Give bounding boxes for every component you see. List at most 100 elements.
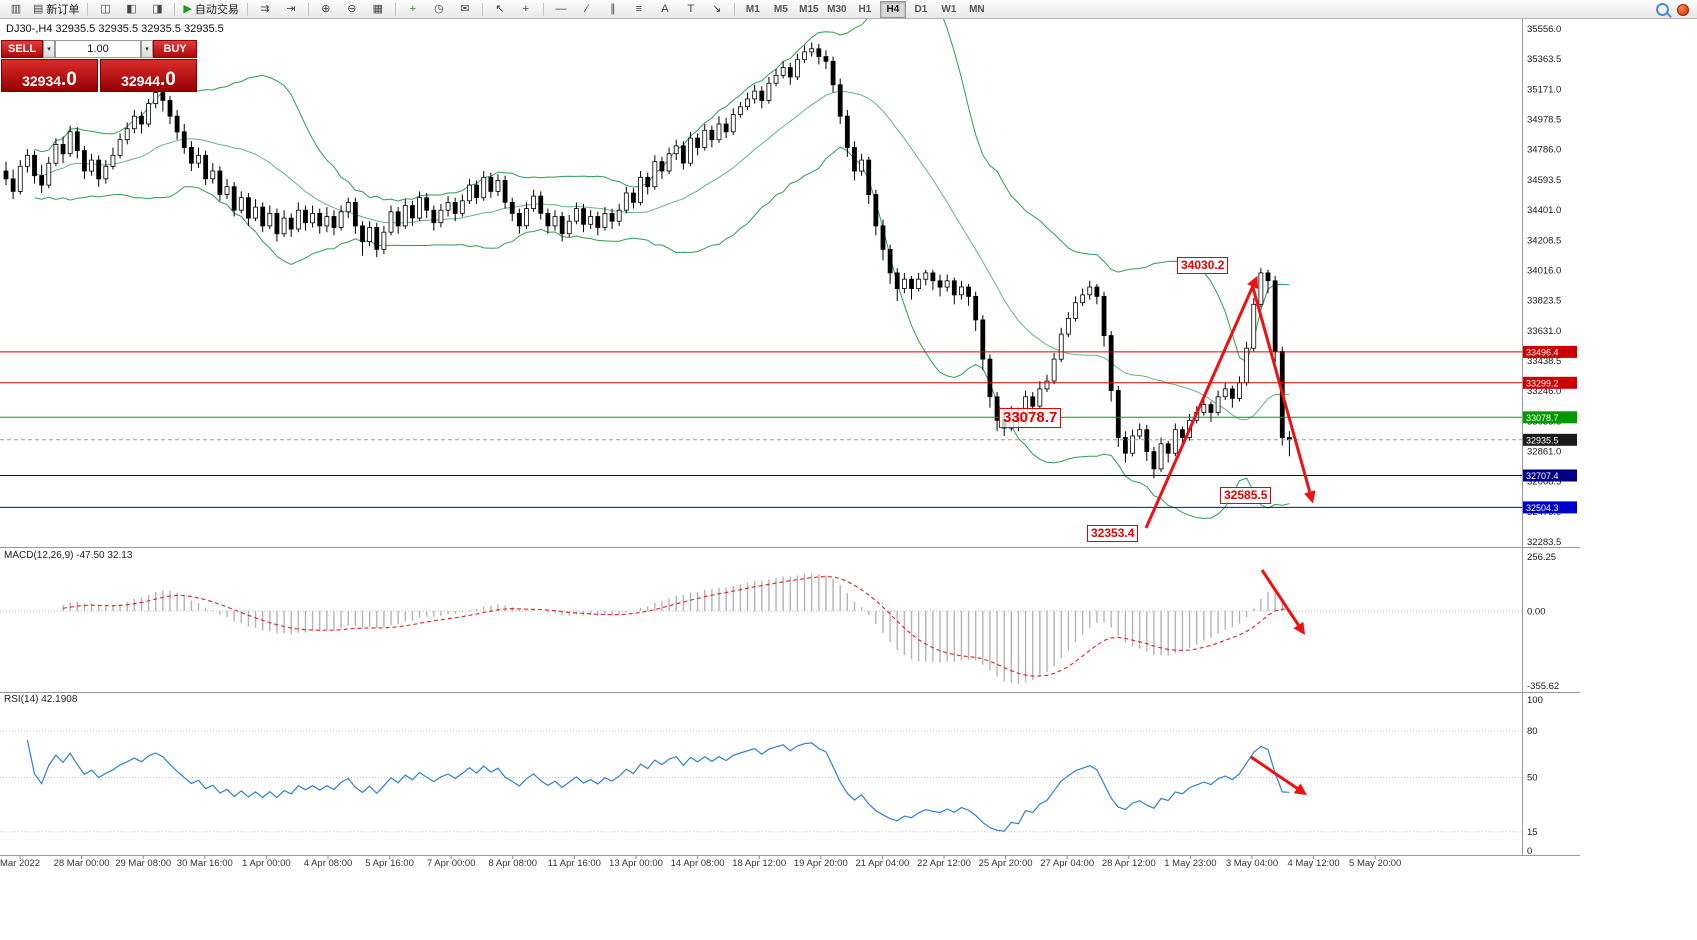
buy-price-button[interactable]: 32944.0 xyxy=(100,59,197,92)
label-icon[interactable]: T xyxy=(678,0,704,19)
svg-text:35556.0: 35556.0 xyxy=(1527,24,1561,35)
sell-dropdown-arrow[interactable]: ▾ xyxy=(43,40,55,58)
sell-button[interactable]: SELL xyxy=(1,40,43,58)
svg-text:Mar 2022: Mar 2022 xyxy=(0,858,40,869)
scheduler-icon[interactable]: ◷ xyxy=(426,0,452,19)
svg-text:33246.0: 33246.0 xyxy=(1527,386,1561,397)
price-annotation[interactable]: 32585.5 xyxy=(1220,487,1272,504)
svg-text:32707.4: 32707.4 xyxy=(1526,471,1559,481)
notification-icon[interactable] xyxy=(1677,3,1689,16)
chart-ohlc-readout: DJ30-,H4 32935.5 32935.5 32935.5 32935.5 xyxy=(6,23,224,35)
candlesticks xyxy=(3,42,1292,479)
svg-text:-355.62: -355.62 xyxy=(1527,681,1559,692)
main-price-pane xyxy=(0,19,1522,519)
timeframe-h4[interactable]: H4 xyxy=(879,0,906,18)
volume-input[interactable] xyxy=(56,42,140,56)
timeframe-mn[interactable]: MN xyxy=(969,3,985,15)
fibonacci-icon[interactable]: ≡ xyxy=(626,0,652,19)
auto-trading-button-label: 自动交易 xyxy=(194,4,239,16)
new-order-button[interactable]: ▤ 新订单 xyxy=(29,0,83,19)
auto-trading-button[interactable]: ▶ 自动交易 xyxy=(179,0,242,19)
crosshair-icon[interactable]: + xyxy=(513,0,539,19)
zoom-in-icon[interactable]: ⊕ xyxy=(313,0,339,19)
horizontal-line-icon[interactable]: ― xyxy=(548,0,574,19)
new-window-icon[interactable]: + xyxy=(400,0,426,19)
tile-windows-icon[interactable]: ▦ xyxy=(365,0,391,19)
timeframe-m1[interactable]: M1 xyxy=(745,3,760,15)
macd-down-arrow[interactable] xyxy=(1260,569,1305,636)
trend-down-arrow[interactable] xyxy=(1250,283,1316,504)
trendline-icon[interactable]: ∕ xyxy=(574,0,600,19)
svg-text:32861.0: 32861.0 xyxy=(1527,447,1561,458)
new-chart-icon[interactable]: ▥ xyxy=(3,0,29,19)
text-icon[interactable]: A xyxy=(652,0,678,19)
timeframe-h1[interactable]: H1 xyxy=(858,3,872,15)
market-watch-icon[interactable]: ◫ xyxy=(92,0,118,19)
svg-text:21 Apr 04:00: 21 Apr 04:00 xyxy=(855,858,909,869)
zoom-out-icon[interactable]: ⊖ xyxy=(339,0,365,19)
svg-text:34016.0: 34016.0 xyxy=(1527,265,1561,276)
bollinger-upper-band xyxy=(34,19,1290,363)
price-tag xyxy=(1523,376,1577,389)
sell-price-frac: .0 xyxy=(61,68,77,90)
rsi-down-arrow[interactable] xyxy=(1250,755,1307,796)
timeframe-d1[interactable]: D1 xyxy=(914,3,928,15)
macd-histogram xyxy=(62,573,1291,684)
toolbar-separator xyxy=(174,2,176,16)
svg-text:1 May 23:00: 1 May 23:00 xyxy=(1164,858,1216,869)
svg-text:8 Apr 08:00: 8 Apr 08:00 xyxy=(488,858,537,869)
mail-icon[interactable]: ✉ xyxy=(452,0,478,19)
svg-text:32283.5: 32283.5 xyxy=(1527,537,1561,548)
svg-text:19 Apr 20:00: 19 Apr 20:00 xyxy=(794,858,848,869)
bollinger-middle-band xyxy=(34,90,1290,421)
svg-text:256.25: 256.25 xyxy=(1527,552,1556,563)
trend-up-arrow[interactable] xyxy=(1144,275,1259,529)
one-click-trade-widget: SELL ▾ ▾ BUY 32934.0 32944.0 xyxy=(1,40,197,92)
svg-text:33078.7: 33078.7 xyxy=(1526,413,1559,423)
price-tag xyxy=(1523,501,1577,514)
fibonacci-icon-glyph: ≡ xyxy=(635,2,643,15)
buy-button[interactable]: BUY xyxy=(153,40,197,58)
label-icon-glyph: T xyxy=(687,2,695,15)
channel-icon[interactable]: ∥ xyxy=(600,0,626,19)
svg-text:27 Apr 04:00: 27 Apr 04:00 xyxy=(1040,858,1094,869)
scheduler-icon-glyph: ◷ xyxy=(434,2,444,15)
cursor-icon[interactable]: ↖ xyxy=(487,0,513,19)
toolbar-separator xyxy=(733,2,735,16)
rsi-line xyxy=(26,739,1290,832)
volume-dropdown-arrow[interactable]: ▾ xyxy=(141,40,153,58)
arrow-tool-icon[interactable]: ↘ xyxy=(704,0,730,19)
terminal-icon-glyph: ◨ xyxy=(152,2,163,15)
timeframe-w1[interactable]: W1 xyxy=(941,3,957,15)
timeframe-m5[interactable]: M5 xyxy=(773,3,788,15)
svg-text:34593.5: 34593.5 xyxy=(1527,175,1561,186)
bollinger-lower-band xyxy=(34,146,1290,519)
new-order-button-label: 新订单 xyxy=(46,4,80,16)
svg-text:34786.0: 34786.0 xyxy=(1527,145,1561,156)
svg-text:5 Apr 16:00: 5 Apr 16:00 xyxy=(365,858,414,869)
svg-text:25 Apr 20:00: 25 Apr 20:00 xyxy=(979,858,1033,869)
price-tag xyxy=(1523,469,1577,482)
buy-price-int: 32944 xyxy=(121,73,161,89)
timeframe-m30[interactable]: M30 xyxy=(827,3,847,15)
search-icon[interactable] xyxy=(1656,3,1669,16)
auto-scroll-icon[interactable]: ⇉ xyxy=(252,0,278,19)
price-annotation[interactable]: 32353.4 xyxy=(1087,525,1139,542)
price-tag xyxy=(1523,433,1577,446)
toolbar-separator xyxy=(394,2,396,16)
chart-shift-icon[interactable]: ⇥ xyxy=(278,0,304,19)
timeframe-m15[interactable]: M15 xyxy=(799,3,819,15)
svg-text:15: 15 xyxy=(1527,827,1538,838)
svg-text:80: 80 xyxy=(1527,726,1538,737)
toolbar-right-icons xyxy=(1656,3,1689,16)
svg-text:100: 100 xyxy=(1527,695,1543,706)
price-annotation[interactable]: 34030.2 xyxy=(1177,257,1229,274)
price-annotation[interactable]: 33078.7 xyxy=(999,408,1062,428)
navigator-icon[interactable]: ◧ xyxy=(118,0,144,19)
svg-text:28 Apr 12:00: 28 Apr 12:00 xyxy=(1102,858,1156,869)
sell-price-button[interactable]: 32934.0 xyxy=(1,59,98,92)
terminal-icon[interactable]: ◨ xyxy=(144,0,170,19)
zoom-out-icon-glyph: ⊖ xyxy=(347,2,357,15)
